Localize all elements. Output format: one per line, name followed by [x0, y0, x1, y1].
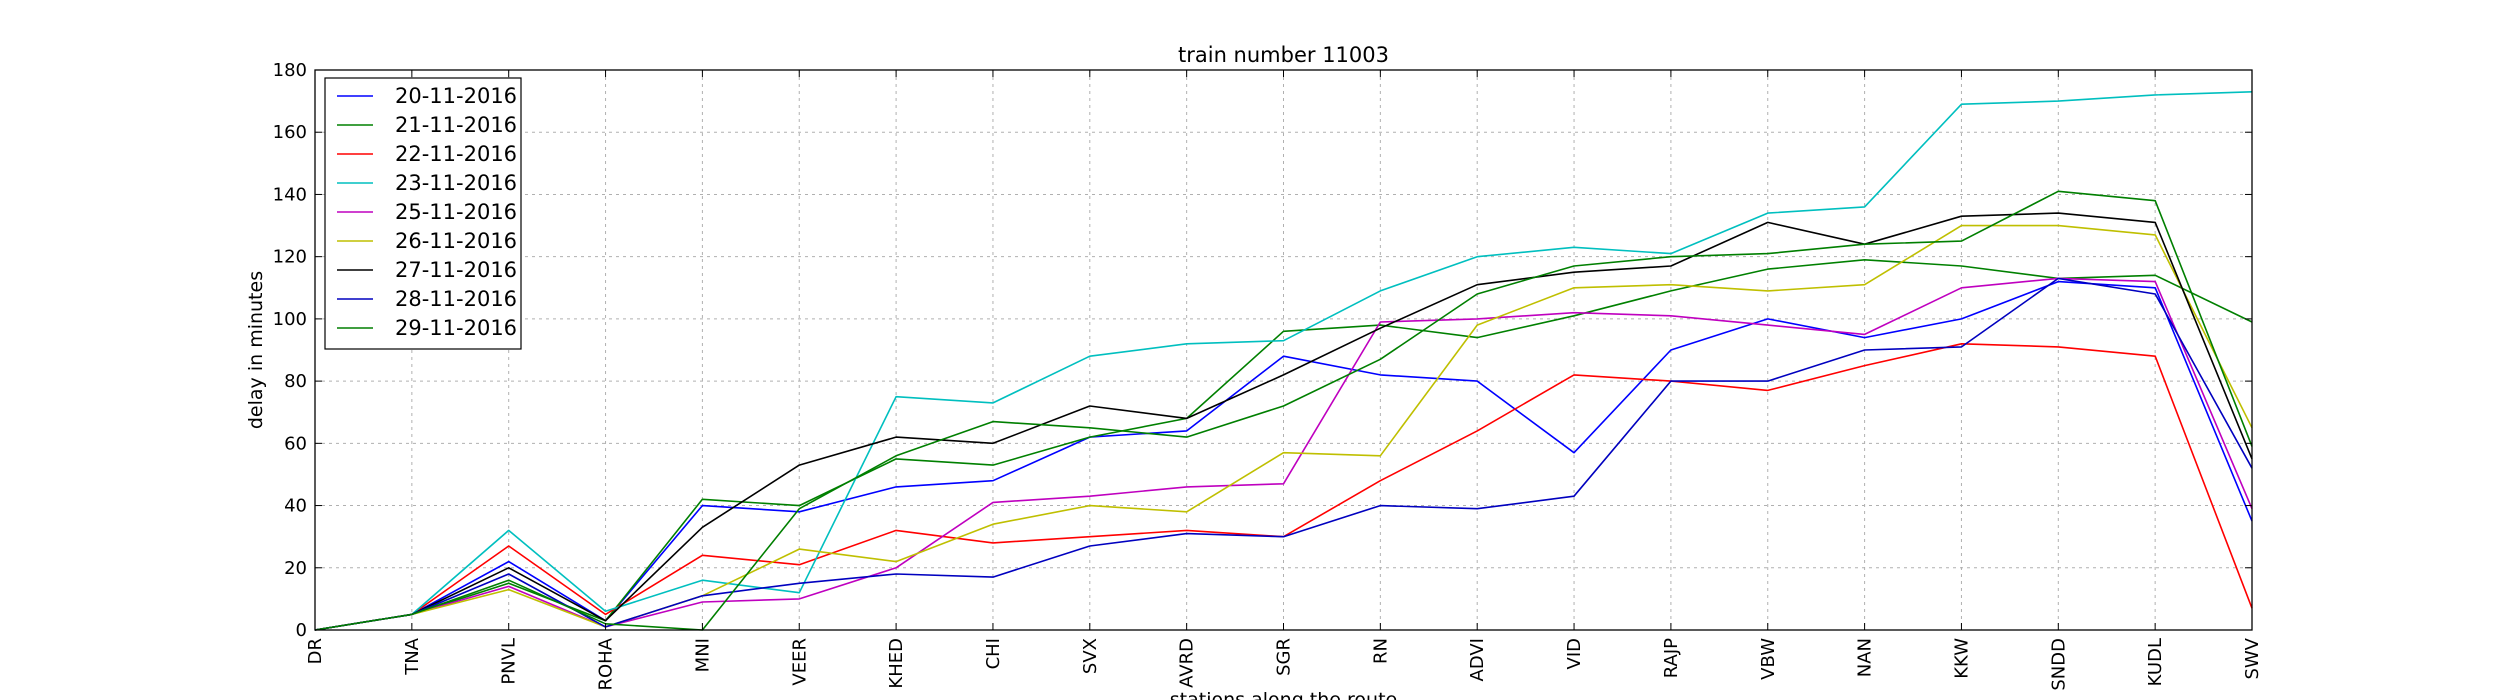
axis-ticks: DR TNA PNVL ROHA MNI VEER KHED CHI SVX AVRD SGR RN A…	[273, 60, 2263, 691]
x-tick-label: KHED	[886, 638, 907, 689]
legend-label: 23-11-2016	[395, 171, 517, 195]
x-tick-label: RN	[1370, 638, 1391, 664]
y-axis-title: delay in minutes	[245, 271, 267, 429]
x-axis-title: stations along the route	[1170, 689, 1397, 700]
chart-title: train number 11003	[1178, 43, 1389, 67]
x-tick-label: SGR	[1274, 638, 1295, 676]
x-tick-label: DR	[305, 638, 326, 664]
x-tick-label: KKW	[1951, 638, 1972, 679]
x-tick-label: TNA	[402, 637, 423, 675]
legend-label: 26-11-2016	[395, 229, 517, 253]
x-tick-label: SNDD	[2048, 638, 2069, 691]
series-line	[314, 277, 2253, 631]
legend-label: 28-11-2016	[395, 287, 517, 311]
x-tick-label: AVRD	[1177, 638, 1198, 688]
series-line	[314, 280, 2253, 631]
y-tick-label: 80	[284, 371, 307, 392]
legend-label: 21-11-2016	[395, 113, 517, 137]
y-tick-label: 60	[284, 433, 307, 454]
series-line	[314, 91, 2253, 631]
legend-label: 25-11-2016	[395, 200, 517, 224]
grid	[315, 70, 2252, 630]
y-tick-label: 180	[273, 60, 307, 81]
x-tick-label: RAJP	[1661, 638, 1682, 678]
y-tick-label: 160	[273, 122, 307, 143]
legend-label: 20-11-2016	[395, 84, 517, 108]
legend-box	[324, 77, 522, 350]
series-line	[314, 277, 2253, 631]
y-tick-label: 120	[273, 247, 307, 268]
x-tick-label: VEER	[789, 638, 810, 686]
y-tick-label: 0	[296, 620, 307, 641]
x-tick-label: VID	[1564, 638, 1585, 669]
x-tick-label: KUDL	[2145, 638, 2166, 686]
y-tick-label: 20	[284, 558, 307, 579]
series-line	[314, 258, 2253, 631]
y-tick-label: 140	[273, 184, 307, 205]
x-tick-label: NAN	[1855, 638, 1876, 677]
y-tick-label: 40	[284, 496, 307, 517]
x-tick-label: VBW	[1758, 638, 1779, 680]
x-tick-label: SWV	[2242, 637, 2263, 679]
series-line	[314, 190, 2253, 631]
series-line	[314, 212, 2253, 631]
x-tick-label: ROHA	[596, 637, 617, 690]
legend: 20-11-2016 21-11-2016 22-11-2016 23-11-2016…	[324, 77, 522, 350]
legend-label: 27-11-2016	[395, 258, 517, 282]
legend-label: 29-11-2016	[395, 316, 517, 340]
x-tick-label: CHI	[983, 638, 1004, 669]
y-tick-label: 100	[273, 309, 307, 330]
x-tick-label: MNI	[692, 638, 713, 672]
legend-label: 22-11-2016	[395, 142, 517, 166]
x-tick-label: SVX	[1080, 638, 1101, 674]
x-tick-label: PNVL	[499, 638, 520, 685]
x-tick-label: ADVI	[1467, 638, 1488, 681]
series-lines	[314, 91, 2253, 631]
